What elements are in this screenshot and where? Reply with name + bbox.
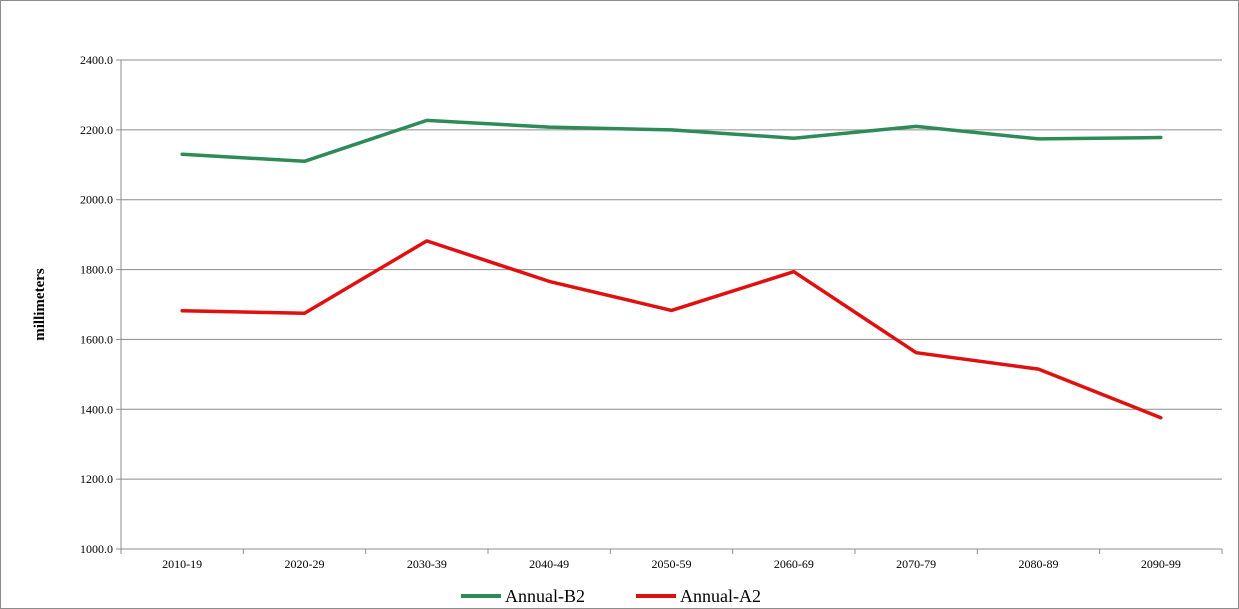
y-tick-label: 1800.0 bbox=[80, 263, 113, 277]
data-point bbox=[671, 129, 672, 130]
x-tick-label: 2070-79 bbox=[896, 557, 936, 571]
data-point bbox=[1038, 138, 1039, 139]
y-tick-label: 2000.0 bbox=[80, 193, 113, 207]
y-tick-label: 1000.0 bbox=[80, 542, 113, 556]
y-tick-label: 1200.0 bbox=[80, 472, 113, 486]
legend: Annual-B2 Annual-A2 bbox=[461, 586, 761, 606]
legend-label: Annual-A2 bbox=[680, 586, 761, 606]
x-tick-label: 2010-19 bbox=[162, 557, 202, 571]
x-tick-label: 2030-39 bbox=[407, 557, 447, 571]
x-tick-label: 2080-89 bbox=[1019, 557, 1059, 571]
data-point bbox=[304, 161, 305, 162]
y-tick-labels: 1000.0 1200.0 1400.0 1600.0 1800.0 2000.0 2200… bbox=[80, 53, 121, 556]
x-tick-label: 2090-99 bbox=[1141, 557, 1181, 571]
data-point bbox=[182, 310, 183, 311]
y-axis-title: millimeters bbox=[32, 268, 48, 341]
x-tick-label: 2050-59 bbox=[652, 557, 692, 571]
series-line-annual-b2 bbox=[180, 118, 1163, 164]
data-point bbox=[182, 154, 183, 155]
series-line-annual-a2 bbox=[180, 239, 1163, 420]
x-tick-label: 2040-49 bbox=[529, 557, 569, 571]
y-tick-label: 2200.0 bbox=[80, 123, 113, 137]
data-point bbox=[916, 126, 917, 127]
data-point bbox=[426, 120, 427, 121]
data-point bbox=[671, 310, 672, 311]
x-tick-label: 2060-69 bbox=[774, 557, 814, 571]
data-point bbox=[1160, 417, 1161, 418]
data-point bbox=[793, 271, 794, 272]
x-tick-label: 2020-29 bbox=[285, 557, 325, 571]
data-point bbox=[549, 127, 550, 128]
data-point bbox=[1038, 369, 1039, 370]
axes bbox=[120, 60, 1222, 550]
data-point bbox=[1160, 137, 1161, 138]
y-tick-label: 1600.0 bbox=[80, 332, 113, 346]
gridlines bbox=[121, 59, 1222, 480]
data-point bbox=[426, 240, 427, 241]
y-tick-label: 2400.0 bbox=[80, 53, 113, 67]
y-tick-label: 1400.0 bbox=[80, 402, 113, 416]
legend-label: Annual-B2 bbox=[505, 586, 585, 606]
data-point bbox=[549, 281, 550, 282]
series-lines bbox=[180, 118, 1163, 420]
data-point bbox=[304, 313, 305, 314]
x-tick-labels: 2010-19 2020-29 2030-39 2040-49 2050-59 2060-… bbox=[120, 549, 1223, 571]
data-point bbox=[916, 352, 917, 353]
data-point bbox=[793, 138, 794, 139]
